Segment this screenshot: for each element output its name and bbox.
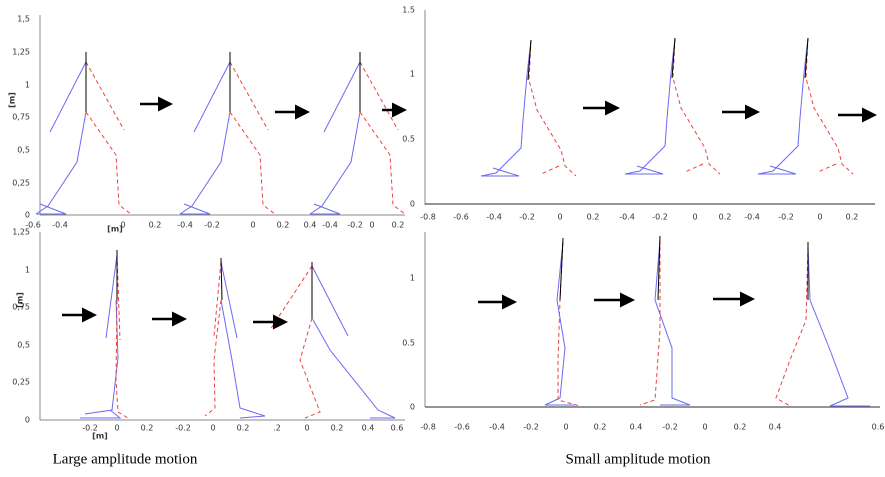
- stick-figure: [775, 242, 870, 407]
- x-axis-label: [m]: [107, 225, 123, 234]
- x-tick-label: 0.4: [769, 423, 782, 432]
- x-tick-label: .2: [273, 424, 281, 433]
- x-tick-label: 0.4: [304, 221, 317, 230]
- stick-figure: [269, 262, 396, 419]
- y-tick-label: 1,5: [17, 15, 30, 24]
- y-axis-label: [m]: [8, 92, 17, 108]
- x-tick-label: 0.2: [719, 213, 732, 222]
- x-tick-label: 0.2: [237, 424, 250, 433]
- x-tick-label: 0: [210, 424, 215, 433]
- y-tick-label: 0.5: [402, 339, 415, 348]
- x-tick-label: 0.2: [594, 423, 607, 432]
- y-tick-label: 0,25: [12, 179, 30, 188]
- caption: Small amplitude motion: [566, 451, 711, 467]
- x-tick-label: 0: [817, 213, 822, 222]
- x-tick-label: -0.4: [177, 221, 193, 230]
- x-tick-label: 0.2: [149, 221, 162, 230]
- y-tick-label: 0: [410, 403, 415, 412]
- stick-figure: [80, 250, 129, 419]
- x-tick-label: 0: [563, 423, 568, 432]
- x-tick-label: 0.6: [391, 424, 404, 433]
- x-tick-label: -0.2: [204, 221, 220, 230]
- x-tick-label: 0: [692, 213, 697, 222]
- x-tick-label: 0.2: [331, 424, 344, 433]
- y-tick-label: 1,25: [12, 48, 30, 57]
- x-tick-label: 0.2: [141, 424, 154, 433]
- x-axis-label: [m]: [92, 432, 108, 441]
- stick-figure: [309, 51, 406, 215]
- x-tick-label: -0.2: [778, 213, 794, 222]
- x-tick-label: -0.4: [619, 213, 635, 222]
- stick-figure: [624, 37, 721, 175]
- x-tick-label: 0: [304, 424, 309, 433]
- y-tick-label: 0: [410, 200, 415, 209]
- y-tick-label: 1: [25, 266, 30, 275]
- y-tick-label: 1: [25, 81, 30, 90]
- y-tick-label: 0,75: [12, 113, 30, 122]
- x-tick-label: 0: [369, 221, 374, 230]
- x-tick-label: 0.2: [734, 423, 747, 432]
- y-axis-label: [m]: [16, 292, 25, 308]
- x-tick-label: 0.2: [392, 221, 405, 230]
- y-tick-label: 1.5: [402, 6, 415, 15]
- x-tick-label: 0: [702, 423, 707, 432]
- x-tick-label: -0.4: [489, 423, 505, 432]
- x-tick-label: 0.2: [277, 221, 290, 230]
- x-tick-label: -0.2: [175, 424, 191, 433]
- x-tick-label: 0.4: [362, 424, 375, 433]
- x-tick-label: -0.2: [662, 423, 678, 432]
- stick-figure: [204, 257, 266, 419]
- x-tick-label: -0.4: [322, 221, 338, 230]
- x-tick-label: -0.8: [420, 423, 436, 432]
- caption: Large amplitude motion: [53, 451, 198, 467]
- x-tick-label: 0.6: [872, 423, 885, 432]
- y-tick-label: 0: [25, 211, 30, 220]
- stick-figure: [639, 235, 691, 406]
- x-tick-label: -0.2: [519, 213, 535, 222]
- x-tick-label: -0.6: [453, 213, 469, 222]
- x-tick-label: 0.4: [630, 423, 643, 432]
- x-tick-label: -0.2: [523, 423, 539, 432]
- x-tick-label: 0.2: [587, 213, 600, 222]
- y-tick-label: 1,25: [12, 228, 30, 237]
- x-tick-label: 0: [120, 221, 125, 230]
- stick-figure: [480, 39, 577, 177]
- x-tick-label: -0.2: [347, 221, 363, 230]
- x-tick-label: -0.4: [486, 213, 502, 222]
- stick-figure: [544, 237, 581, 407]
- y-tick-label: 0,25: [12, 378, 30, 387]
- stick-figure: [757, 37, 854, 175]
- x-tick-label: -0.4: [744, 213, 760, 222]
- x-tick-label: -0.2: [652, 213, 668, 222]
- x-tick-label: -0.6: [454, 423, 470, 432]
- x-tick-label: -0.8: [420, 213, 436, 222]
- y-tick-label: 0,75: [12, 303, 30, 312]
- x-tick-label: 0: [114, 424, 119, 433]
- y-tick-label: 1: [410, 70, 415, 79]
- x-tick-label: 0: [250, 221, 255, 230]
- y-tick-label: 0: [25, 416, 30, 425]
- x-tick-label: 0: [557, 213, 562, 222]
- x-tick-label: -0.2: [82, 424, 98, 433]
- x-tick-label: -0.6: [25, 221, 41, 230]
- stick-figure: [35, 51, 132, 215]
- stick-figure: [179, 51, 276, 215]
- y-tick-label: 0,5: [17, 146, 30, 155]
- y-tick-label: 0.5: [402, 135, 415, 144]
- y-tick-label: 1: [410, 274, 415, 283]
- y-tick-label: 0,5: [17, 341, 30, 350]
- x-tick-label: 0.2: [846, 213, 859, 222]
- x-tick-label: -0.4: [52, 221, 68, 230]
